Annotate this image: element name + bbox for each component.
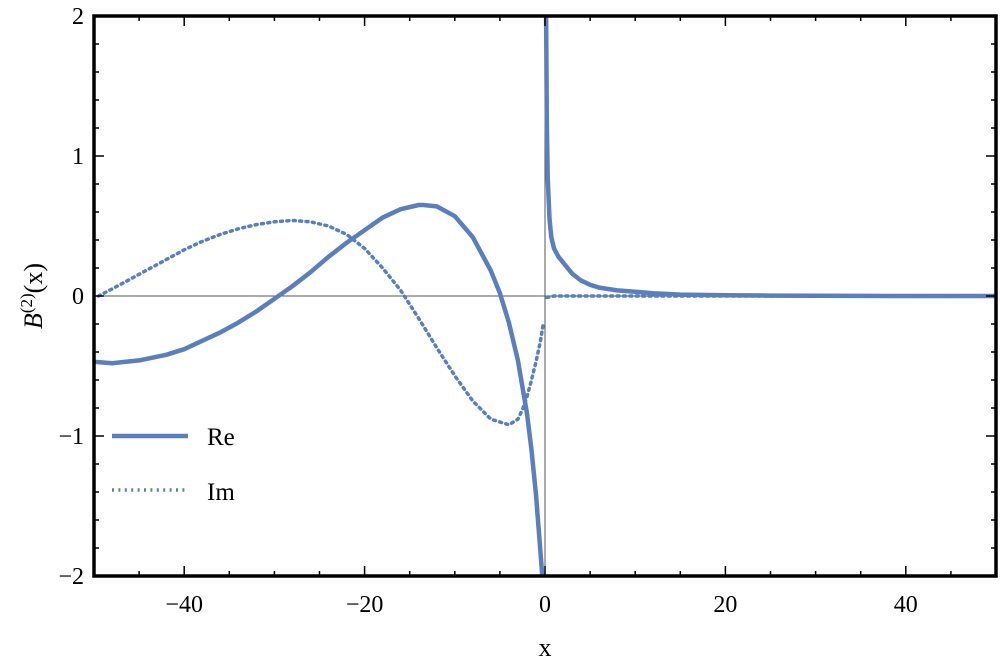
y-axis-ticks bbox=[94, 15, 996, 577]
series-im-line-segment-2 bbox=[545, 294, 996, 300]
y-tick-label: −2 bbox=[58, 564, 84, 590]
series-re-line-segment-2 bbox=[543, 16, 996, 299]
series-re-line-segment-1 bbox=[94, 202, 545, 576]
x-tick-label: 20 bbox=[713, 592, 737, 618]
y-axis-title-arg: (x) bbox=[19, 263, 48, 293]
y-tick-label: 1 bbox=[72, 144, 84, 170]
legend-im-label: Im bbox=[207, 479, 235, 506]
legend-re-label: Re bbox=[207, 424, 235, 451]
series-layer bbox=[94, 16, 996, 576]
x-tick-label: 0 bbox=[539, 592, 551, 618]
series-im-line-segment-1 bbox=[96, 218, 545, 427]
y-axis-tick-labels: −2 −1 0 1 2 bbox=[58, 4, 84, 590]
svg-text:B(2)(x): B(2)(x) bbox=[17, 263, 48, 329]
y-axis-title-base: B bbox=[19, 313, 48, 329]
y-axis-title: B(2)(x) bbox=[17, 263, 48, 329]
x-tick-label: 40 bbox=[894, 592, 918, 618]
x-axis-title: x bbox=[539, 633, 552, 662]
y-tick-label: −1 bbox=[58, 424, 84, 450]
y-tick-label: 0 bbox=[72, 284, 84, 310]
y-tick-label: 2 bbox=[72, 4, 84, 30]
x-tick-label: −40 bbox=[165, 592, 203, 618]
x-axis-ticks bbox=[93, 16, 997, 576]
x-tick-label: −20 bbox=[346, 592, 384, 618]
legend: Re Im bbox=[112, 424, 235, 506]
x-axis-tick-labels: −40 −20 0 20 40 bbox=[165, 592, 917, 618]
y-axis-title-sup: (2) bbox=[17, 293, 36, 313]
